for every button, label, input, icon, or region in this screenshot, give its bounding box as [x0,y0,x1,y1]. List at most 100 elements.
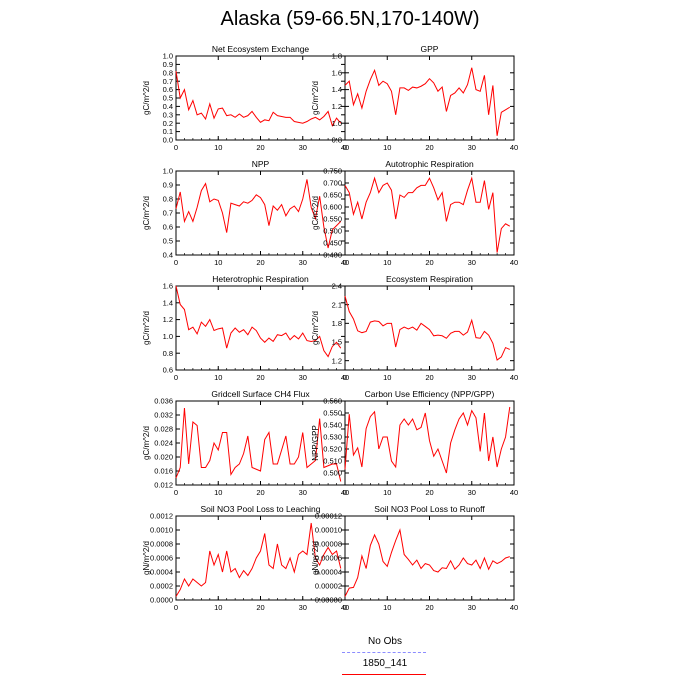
x-tick-label: 10 [214,488,222,497]
chart-panel-9: Soil NO3 Pool Loss to Runoff gN/m^2/d 0 10 2… [311,504,518,612]
y-tick-label: 0.8 [163,349,173,358]
y-tick-label: 0.00004 [315,568,342,577]
y-tick-label: 0.0 [163,136,173,145]
y-tick-label: 0.0002 [150,582,173,591]
x-tick-label: 20 [425,143,433,152]
x-tick-label: 40 [510,143,518,152]
y-tick-label: 0.0008 [150,540,173,549]
x-tick-label: 0 [343,143,347,152]
x-tick-label: 10 [383,488,391,497]
y-tick-label: 0.8 [163,68,173,77]
chart-panel-7: Carbon Use Efficiency (NPP/GPP) NPP/GPP 0 1… [311,389,518,497]
plot-frame [344,515,515,601]
y-tick-label: 0.4 [163,251,173,260]
y-axis-label: gC/m^2/d [142,81,151,115]
chart-panel-3: Autotrophic Respiration gC/m^2/d 0 10 20 30 40… [311,159,518,267]
y-tick-label: 0.00010 [315,526,342,535]
y-tick-label: 0.600 [323,203,342,212]
x-tick-label: 40 [510,258,518,267]
x-tick-label: 10 [214,143,222,152]
y-tick-label: 0.500 [323,227,342,236]
y-tick-label: 0.6 [163,223,173,232]
y-tick-label: 0.530 [323,433,342,442]
legend-line-1850-141 [342,674,426,675]
y-axis-label: NPP/GPP [311,425,320,461]
y-tick-label: 0.9 [163,60,173,69]
y-tick-label: 0.520 [323,445,342,454]
x-tick-label: 0 [174,603,178,612]
y-axis-label: gC/m^2/d [311,196,320,230]
y-tick-label: 0.550 [323,215,342,224]
legend-label-1850-141: 1850_141 [362,658,408,669]
y-tick-label: 0.00002 [315,582,342,591]
x-tick-label: 30 [299,488,307,497]
chart-title: NPP [252,159,270,169]
x-tick-label: 40 [341,143,349,152]
y-axis-label: gC/m^2/d [142,311,151,345]
x-tick-label: 20 [425,488,433,497]
y-tick-label: 0.650 [323,191,342,200]
y-tick-label: 1.0 [332,119,342,128]
x-tick-label: 10 [383,603,391,612]
y-tick-label: 0.5 [163,94,173,103]
x-tick-label: 10 [214,603,222,612]
y-tick-label: 2.1 [332,300,342,309]
y-tick-label: 0.1 [163,127,173,136]
y-tick-label: 0.6 [163,85,173,94]
chart-title: Carbon Use Efficiency (NPP/GPP) [365,389,495,399]
chart-title: Gridcell Surface CH4 Flux [211,389,310,399]
chart-title: Ecosystem Respiration [386,274,473,284]
x-tick-label: 40 [341,603,349,612]
y-tick-label: 0.750 [323,167,342,176]
series-line-1850_141 [175,179,342,249]
x-tick-label: 30 [299,373,307,382]
x-tick-label: 10 [214,258,222,267]
plot-frame [344,400,515,486]
plot-frame [344,55,515,141]
x-tick-label: 30 [299,603,307,612]
x-tick-label: 10 [383,143,391,152]
chart-title: Heterotrophic Respiration [212,274,309,284]
y-tick-label: 0.028 [154,425,173,434]
series-line-1850_141 [175,407,342,482]
x-tick-label: 0 [174,373,178,382]
x-tick-label: 30 [468,258,476,267]
x-tick-label: 40 [510,373,518,382]
x-tick-label: 0 [174,143,178,152]
chart-panel-6: Gridcell Surface CH4 Flux gC/m^2/d 0 10 20 30… [142,389,349,497]
y-tick-label: 0.0004 [150,568,173,577]
series-line-1850_141 [344,295,510,361]
chart-title: Net Ecosystem Exchange [212,44,310,54]
y-tick-label: 0.00000 [315,596,342,605]
series-line-1850_141 [344,67,511,136]
series-line-1850_141 [175,522,342,597]
x-tick-label: 0 [343,258,347,267]
x-tick-label: 20 [256,258,264,267]
series-line-1850_141 [175,285,342,358]
y-tick-label: 0.4 [163,102,173,111]
y-tick-label: 0.024 [154,439,173,448]
x-tick-label: 0 [343,603,347,612]
y-tick-label: 1.2 [163,315,173,324]
series-line-1850_141 [344,406,511,474]
y-tick-label: 1.6 [332,68,342,77]
y-axis-label: gN/m^2/d [142,541,151,575]
y-tick-label: 0.7 [163,209,173,218]
y-axis-label: gC/m^2/d [142,196,151,230]
y-tick-label: 0.450 [323,239,342,248]
x-tick-label: 10 [383,258,391,267]
x-tick-label: 40 [510,488,518,497]
x-tick-label: 40 [341,258,349,267]
chart-title: Soil NO3 Pool Loss to Leaching [200,504,320,514]
plot-frame [344,285,515,371]
x-tick-label: 20 [425,373,433,382]
y-tick-label: 1.6 [163,282,173,291]
y-tick-label: 0.540 [323,421,342,430]
chart-panel-8: Soil NO3 Pool Loss to Leaching gN/m^2/d 0 1… [142,504,349,612]
x-tick-label: 30 [299,258,307,267]
x-tick-label: 0 [174,258,178,267]
y-tick-label: 0.9 [163,181,173,190]
x-tick-label: 10 [214,373,222,382]
